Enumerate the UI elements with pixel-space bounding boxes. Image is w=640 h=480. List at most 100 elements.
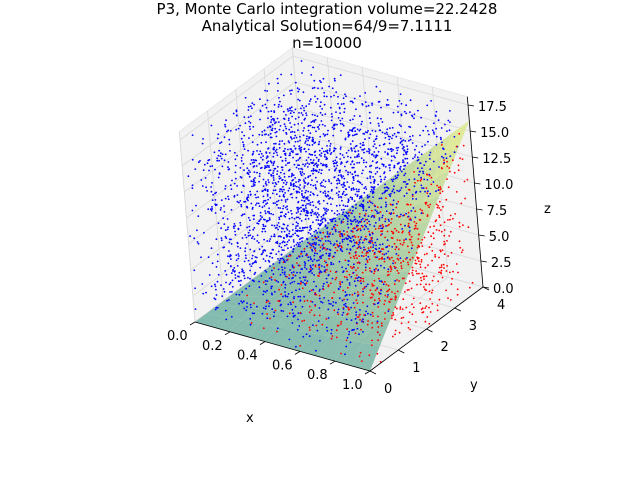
scatter-point — [224, 229, 227, 232]
scatter-point — [396, 152, 398, 155]
scatter-point — [229, 130, 232, 132]
scatter-point — [253, 273, 256, 275]
scatter-point — [327, 317, 330, 319]
scatter-point — [266, 240, 269, 242]
scatter-point — [294, 140, 297, 143]
scatter-point — [330, 332, 333, 335]
scatter-point — [466, 178, 469, 181]
scatter-point — [356, 219, 359, 222]
scatter-point — [267, 259, 270, 262]
scatter-point — [367, 196, 369, 199]
scatter-point — [340, 196, 343, 199]
scatter-point — [329, 282, 332, 285]
scatter-point — [385, 131, 388, 134]
scatter-point — [372, 244, 375, 246]
scatter-point — [438, 214, 440, 217]
scatter-point — [407, 263, 410, 266]
scatter-point — [330, 328, 333, 331]
scatter-point — [288, 128, 291, 131]
scatter-point — [261, 104, 264, 107]
scatter-point — [305, 196, 308, 199]
scatter-point — [233, 151, 236, 154]
scatter-point — [279, 156, 282, 159]
scatter-point — [251, 107, 253, 110]
scatter-point — [419, 162, 422, 165]
scatter-point — [316, 259, 318, 262]
scatter-point — [348, 294, 351, 296]
scatter-point — [247, 276, 249, 279]
scatter-point — [340, 246, 343, 249]
scatter-point — [318, 275, 320, 277]
scatter-point — [426, 178, 429, 181]
scatter-point — [220, 227, 223, 230]
scatter-point — [294, 134, 297, 137]
scatter-point — [219, 155, 222, 158]
scatter-point — [428, 246, 431, 249]
scatter-point — [353, 280, 356, 283]
scatter-point — [393, 283, 396, 286]
scatter-point — [416, 272, 418, 275]
scatter-point — [327, 222, 329, 224]
y-tick-mark — [398, 349, 405, 354]
y-tick-label: 4 — [497, 298, 505, 313]
scatter-point — [387, 310, 390, 313]
scatter-point — [389, 195, 391, 197]
scatter-point — [217, 273, 220, 276]
scatter-point — [291, 179, 294, 182]
scatter-point — [370, 216, 373, 218]
scatter-point — [300, 229, 303, 232]
scatter-point — [398, 100, 401, 102]
scatter-point — [232, 225, 235, 228]
scatter-point — [281, 169, 284, 171]
scatter-point — [304, 182, 307, 184]
chart-title-line-2: Analytical Solution=64/9=7.1111 — [202, 17, 453, 35]
scatter-point — [394, 298, 397, 301]
scatter-point — [318, 239, 320, 242]
scatter-point — [402, 159, 404, 162]
scatter-point — [301, 199, 303, 202]
scatter-point — [341, 193, 344, 196]
scatter-point — [390, 212, 393, 215]
scatter-point — [220, 152, 222, 155]
scatter-point — [338, 218, 341, 220]
scatter-point — [275, 253, 278, 256]
scatter-point — [298, 88, 301, 91]
scatter-point — [362, 277, 365, 280]
surface-patch — [241, 308, 270, 324]
scatter-point — [430, 176, 433, 179]
scatter-point — [434, 254, 436, 256]
scatter-point — [405, 238, 407, 241]
scatter-point — [338, 213, 341, 215]
scatter-point — [297, 295, 300, 298]
scatter-point — [357, 236, 360, 238]
scatter-point — [317, 236, 320, 238]
scatter-point — [376, 171, 379, 173]
scatter-point — [291, 89, 293, 92]
scatter-point — [392, 260, 395, 262]
scatter-point — [372, 246, 375, 249]
scatter-point — [326, 149, 329, 152]
scatter-point — [326, 232, 329, 235]
scatter-point — [396, 269, 399, 272]
scatter-point — [448, 235, 451, 237]
scatter-point — [400, 317, 403, 319]
scatter-point — [353, 328, 355, 331]
scatter-point — [301, 122, 303, 124]
scatter-point — [314, 252, 316, 255]
scatter-point — [235, 128, 238, 131]
scatter-point — [277, 258, 279, 260]
scatter-point — [320, 162, 322, 165]
scatter-point — [378, 125, 380, 127]
scatter-point — [396, 174, 399, 177]
scatter-point — [358, 262, 361, 265]
scatter-point — [302, 163, 304, 166]
scatter-point — [239, 284, 242, 286]
scatter-point — [406, 162, 409, 164]
scatter-point — [271, 224, 273, 227]
scatter-point — [418, 218, 421, 221]
scatter-point — [364, 218, 367, 221]
scatter-point — [326, 227, 328, 230]
scatter-point — [303, 127, 305, 129]
scatter-point — [427, 231, 430, 234]
scatter-point — [337, 194, 340, 196]
